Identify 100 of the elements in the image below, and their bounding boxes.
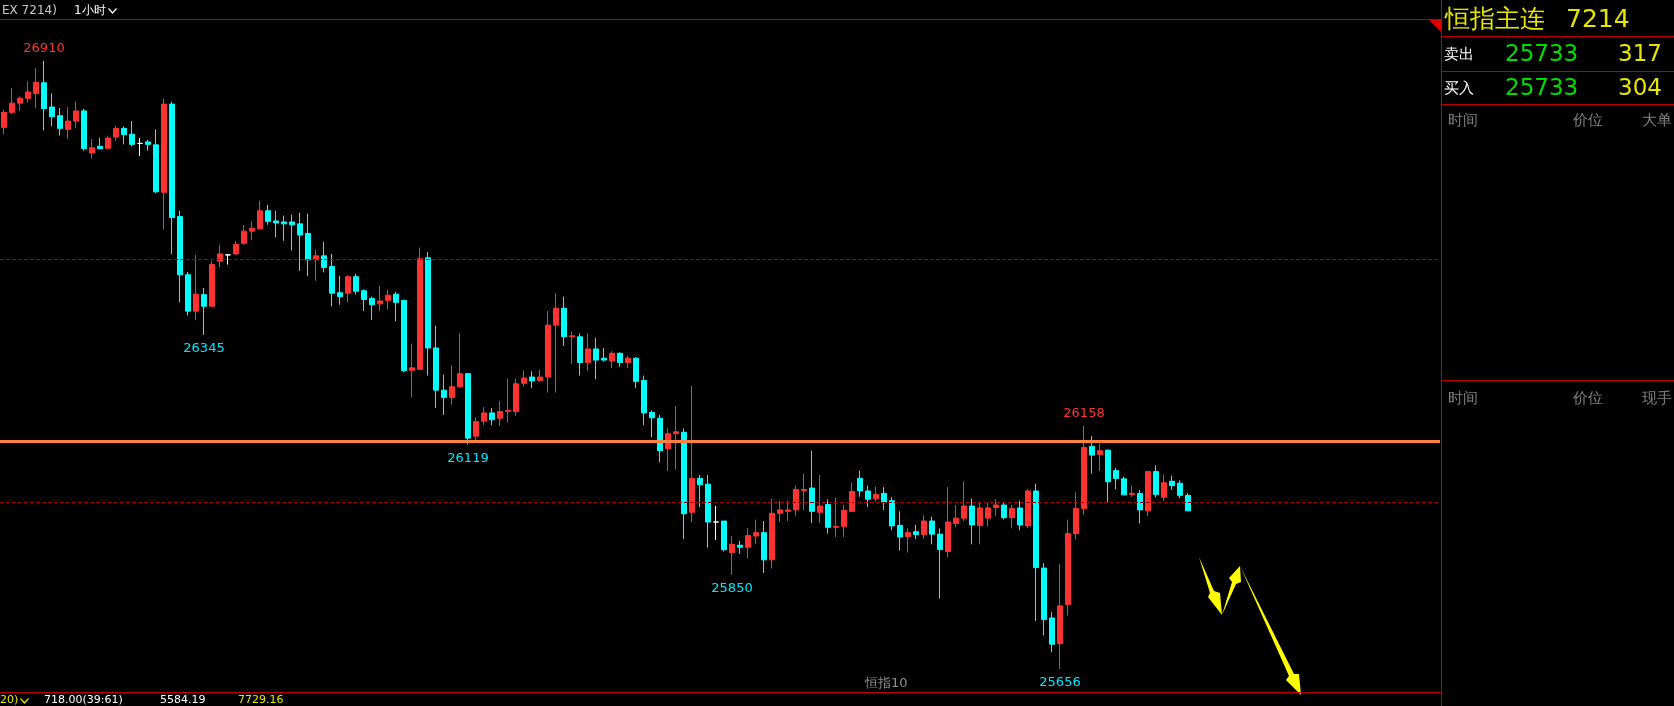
text: 价位 <box>1573 389 1603 407</box>
candlestick <box>241 224 247 246</box>
candlestick <box>705 474 711 549</box>
candlestick <box>777 500 783 523</box>
candlestick <box>1081 425 1087 516</box>
candlestick <box>41 60 47 131</box>
candlestick <box>529 370 535 389</box>
annotation: 26158 <box>1063 405 1105 421</box>
candlestick <box>497 400 503 427</box>
candlestick <box>409 343 415 398</box>
candlestick <box>265 204 271 226</box>
text: 时间 <box>1448 389 1478 407</box>
candlestick <box>769 498 775 570</box>
candlestick <box>649 410 655 438</box>
candlestick <box>809 450 815 524</box>
candlestick <box>1097 442 1103 472</box>
candlestick <box>1105 448 1111 504</box>
candlestick <box>1065 519 1071 617</box>
candlestick <box>625 355 631 369</box>
candlestick <box>1057 563 1063 670</box>
candlestick <box>657 414 663 463</box>
candlestick <box>153 128 159 194</box>
candlestick <box>929 516 935 545</box>
candlestick <box>393 291 399 322</box>
candlestick <box>441 374 447 416</box>
candlestick <box>329 253 335 307</box>
candlestick <box>1033 483 1039 622</box>
candlestick <box>481 406 487 426</box>
candlestick <box>601 347 607 363</box>
candlestick <box>465 373 471 445</box>
candlestick <box>65 106 71 140</box>
candlestick <box>689 385 695 523</box>
candlestick <box>1025 488 1031 529</box>
candlestick <box>425 251 431 377</box>
candlestick <box>177 210 183 303</box>
candlestick <box>417 247 423 370</box>
candlestick <box>489 407 495 426</box>
text: EX 7214) <box>2 3 57 17</box>
candlestick <box>209 260 215 307</box>
text: 现手 <box>1642 389 1672 407</box>
candlestick <box>865 485 871 508</box>
candlestick <box>553 292 559 394</box>
candlestick <box>121 125 127 145</box>
candlestick <box>361 288 367 312</box>
candlestick <box>145 139 151 152</box>
candlestick <box>833 497 839 538</box>
candlestick <box>9 87 15 115</box>
candlestick <box>585 332 591 372</box>
candlestick <box>449 364 455 406</box>
candlestick <box>1145 470 1151 517</box>
candlestick <box>577 332 583 377</box>
candlestick <box>913 524 919 540</box>
candlestick <box>305 213 311 277</box>
text: 恒指10 <box>865 675 908 690</box>
candlestick <box>857 470 863 498</box>
text: 7729.16 <box>238 693 284 706</box>
candlestick <box>801 473 807 511</box>
candlestick <box>609 350 615 369</box>
text: 25733 <box>1505 74 1579 100</box>
candlestick <box>105 135 111 150</box>
candlestick <box>545 310 551 394</box>
candlestick <box>761 520 767 574</box>
annotation: 25656 <box>1039 674 1081 690</box>
candlestick <box>889 496 895 531</box>
candlestick <box>537 369 543 383</box>
annotation: 26119 <box>447 449 489 465</box>
candlestick <box>81 108 87 152</box>
candlestick <box>937 527 943 600</box>
candlestick <box>313 249 319 282</box>
candlestick <box>793 485 799 517</box>
candlestick <box>593 337 599 380</box>
candlestick <box>985 502 991 527</box>
candlestick <box>49 92 55 127</box>
candlestick <box>297 212 303 272</box>
candlestick <box>57 107 63 137</box>
candlestick <box>945 486 951 558</box>
text: 恒指主连 <box>1445 4 1545 33</box>
candlestick <box>897 510 903 552</box>
text: 25733 <box>1505 40 1579 66</box>
candlestick <box>129 120 135 147</box>
candlestick <box>681 427 687 540</box>
candlestick <box>17 95 23 112</box>
text: 7214 <box>1566 4 1630 33</box>
candlestick <box>713 505 719 541</box>
candlestick <box>617 351 623 368</box>
candlestick <box>969 498 975 545</box>
text: 大单 <box>1642 111 1672 129</box>
candlestick <box>33 67 39 109</box>
candlestick <box>369 296 375 321</box>
annotation: 26910 <box>23 40 65 56</box>
text: 317 <box>1618 40 1662 66</box>
candlestick <box>521 369 527 388</box>
candlestick <box>273 210 279 238</box>
candlestick <box>561 296 567 347</box>
candlestick <box>697 474 703 508</box>
text: 1小时 <box>74 3 106 17</box>
text: 304 <box>1618 74 1662 100</box>
candlestick <box>193 254 199 321</box>
candlestick <box>921 514 927 540</box>
candlestick <box>513 378 519 417</box>
